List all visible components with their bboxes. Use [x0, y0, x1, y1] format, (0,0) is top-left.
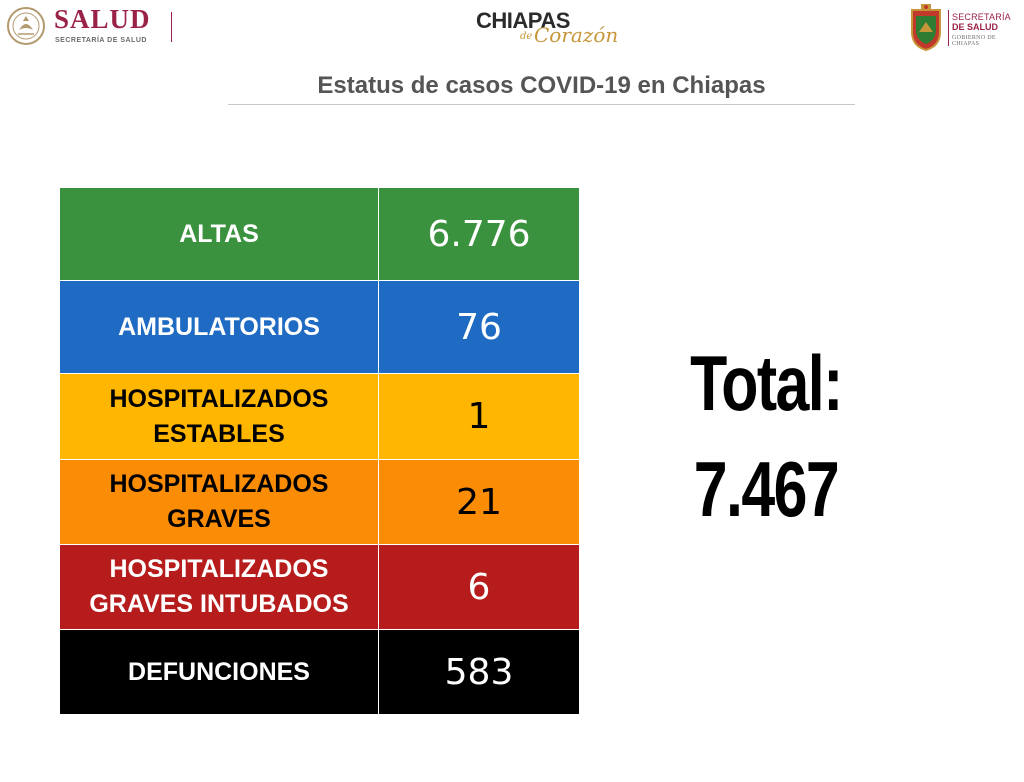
- chiapas-logo-de: de: [520, 31, 533, 42]
- title-underline: [228, 104, 855, 105]
- status-row-label-line: HOSPITALIZADOS: [109, 384, 329, 413]
- status-row-ambulatorios: AMBULATORIOS 76: [59, 280, 580, 374]
- status-row-hospitalizados-graves: HOSPITALIZADOS GRAVES 21: [59, 459, 580, 545]
- status-row-label: HOSPITALIZADOS GRAVES INTUBADOS: [59, 544, 379, 630]
- status-row-value: 76: [378, 280, 580, 374]
- salud-logo-subtitle: SECRETARÍA DE SALUD: [55, 37, 147, 44]
- mexico-seal-icon: [7, 7, 45, 45]
- status-row-label-line: DEFUNCIONES: [128, 657, 310, 686]
- status-row-value: 21: [378, 459, 580, 545]
- chiapas-coat-of-arms-icon: [911, 4, 941, 52]
- secretaria-logo-divider: [948, 10, 949, 46]
- secretaria-de-salud-logo: SECRETARÍA DE SALUD GOBIERNO DE CHIAPAS: [905, 2, 1024, 54]
- status-row-label: AMBULATORIOS: [59, 280, 379, 374]
- status-row-label-line: HOSPITALIZADOS: [109, 470, 329, 498]
- chiapas-logo-corazon: Corazón: [534, 23, 619, 47]
- status-row-defunciones: DEFUNCIONES 583: [59, 629, 580, 715]
- status-row-value: 6: [378, 544, 580, 630]
- status-row-label-line: ALTAS: [179, 219, 259, 248]
- salud-logo-divider: [171, 12, 172, 42]
- covid-status-table: ALTAS 6.776 AMBULATORIOS 76 HOSPITALIZAD…: [59, 187, 580, 715]
- status-row-hospitalizados-graves-intubados: HOSPITALIZADOS GRAVES INTUBADOS 6: [59, 544, 580, 630]
- status-row-label: HOSPITALIZADOS GRAVES: [59, 459, 379, 545]
- secretaria-logo-line1: SECRETARÍA: [952, 12, 1011, 22]
- status-row-altas: ALTAS 6.776: [59, 187, 580, 281]
- status-row-value: 1: [378, 373, 580, 460]
- status-row-label-line: GRAVES: [167, 505, 271, 533]
- status-row-value: 6.776: [378, 187, 580, 281]
- status-row-hospitalizados-estables: HOSPITALIZADOS ESTABLES 1: [59, 373, 580, 460]
- status-row-label-line: HOSPITALIZADOS: [109, 555, 329, 583]
- total-label: Total:: [690, 339, 843, 427]
- status-row-value: 583: [378, 629, 580, 715]
- status-row-label-line: AMBULATORIOS: [118, 312, 320, 341]
- secretaria-logo-line3: GOBIERNO DE CHIAPAS: [952, 35, 996, 47]
- page-title: Estatus de casos COVID-19 en Chiapas: [317, 72, 766, 99]
- secretaria-logo-line2: DE SALUD: [952, 22, 999, 32]
- status-row-label-line: ESTABLES: [153, 419, 285, 448]
- chiapas-de-corazon-logo: CHIAPAS de Corazón: [470, 6, 620, 50]
- chiapas-logo-word: CHIAPAS: [476, 8, 570, 33]
- total-block: Total: 7.467: [648, 330, 884, 542]
- status-row-label-line: GRAVES INTUBADOS: [89, 590, 349, 618]
- status-row-label: HOSPITALIZADOS ESTABLES: [59, 373, 379, 460]
- status-row-label: ALTAS: [59, 187, 379, 281]
- status-row-label: DEFUNCIONES: [59, 629, 379, 715]
- total-value: 7.467: [693, 445, 840, 533]
- salud-logo: SALUD SECRETARÍA DE SALUD: [6, 4, 176, 50]
- salud-logo-word: SALUD: [54, 4, 151, 34]
